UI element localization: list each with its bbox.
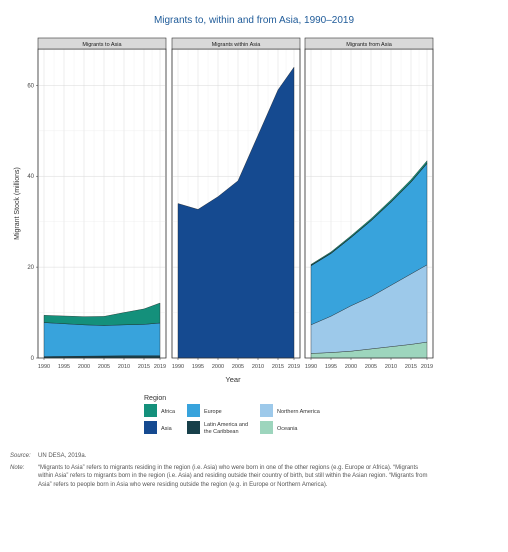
legend-label-lac-line2: the Caribbean — [204, 429, 239, 435]
panel-title: Migrants to Asia — [82, 42, 122, 48]
source-text: UN DESA, 2019a. — [38, 453, 87, 459]
legend-label-asia: Asia — [161, 426, 173, 432]
legend-swatch-northern_america — [260, 404, 273, 417]
x-tick-label: 2019 — [421, 364, 433, 370]
area-africa — [310, 160, 428, 266]
legend-swatch-oceania — [260, 421, 273, 434]
panel-strip — [37, 37, 167, 50]
y-tick-label: 0 — [31, 356, 35, 362]
x-tick-label: 1995 — [325, 364, 337, 370]
legend-label-lac-line1: Latin America and — [204, 422, 248, 428]
panel-strip — [171, 37, 301, 50]
area-europe — [43, 322, 161, 357]
source-label: Source: — [10, 453, 31, 459]
panel-title: Migrants from Asia — [346, 42, 392, 48]
x-tick-label: 2005 — [232, 364, 244, 370]
x-axis-title: Year — [225, 375, 241, 384]
x-tick-label: 2010 — [385, 364, 397, 370]
y-tick-label: 60 — [27, 83, 34, 89]
x-tick-label: 2019 — [288, 364, 300, 370]
x-tick-label: 2000 — [212, 364, 224, 370]
x-tick-label: 1990 — [38, 364, 50, 370]
y-axis-title: Migrant Stock (millions) — [14, 167, 21, 240]
x-tick-label: 2010 — [252, 364, 264, 370]
x-tick-label: 1995 — [192, 364, 204, 370]
x-tick-label: 2019 — [154, 364, 166, 370]
panel-strip — [304, 37, 434, 50]
x-tick-label: 2005 — [365, 364, 377, 370]
legend-label-oceania: Oceania — [277, 426, 298, 432]
x-tick-label: 2015 — [272, 364, 284, 370]
legend-label-europe: Europe — [204, 409, 222, 415]
panel-frame — [37, 48, 167, 359]
chart-plot: Migrants to Asia 1990 1995 2000 2005 2010 2015… — [14, 37, 434, 435]
x-tick-label: 2015 — [138, 364, 150, 370]
legend-swatch-lac — [187, 421, 200, 434]
x-tick-label: 1990 — [305, 364, 317, 370]
x-tick-label: 2005 — [98, 364, 110, 370]
x-tick-label: 1990 — [172, 364, 184, 370]
chart-title: Migrants to, within and from Asia, 1990–… — [153, 15, 355, 26]
x-tick-label: 2010 — [118, 364, 130, 370]
panel-title: Migrants within Asia — [212, 42, 262, 48]
legend-swatch-africa — [144, 404, 157, 417]
x-tick-label: 2015 — [405, 364, 417, 370]
note-text: “Migrants to Asia” refers to migrants re… — [38, 465, 428, 488]
x-tick-label: 2000 — [78, 364, 90, 370]
y-tick-label: 20 — [27, 265, 34, 271]
note-label: Note: — [10, 465, 25, 471]
legend-label-northern_america: Northern America — [277, 409, 321, 415]
x-tick-label: 2000 — [345, 364, 357, 370]
legend-label-africa: Africa — [161, 409, 176, 415]
area-africa — [43, 302, 161, 326]
legend-swatch-asia — [144, 421, 157, 434]
legend-swatch-europe — [187, 404, 200, 417]
y-tick-label: 40 — [27, 174, 34, 180]
x-tick-label: 1995 — [58, 364, 70, 370]
legend-title: Region — [144, 395, 166, 402]
